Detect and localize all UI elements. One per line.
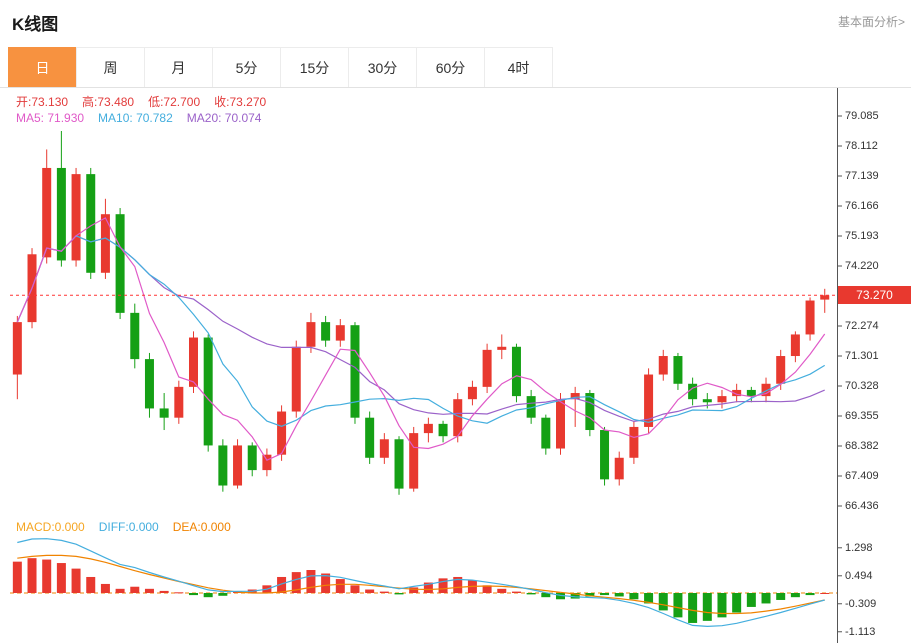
page-title: K线图 — [12, 15, 59, 34]
ohlc-close: 收:73.270 — [214, 95, 267, 109]
ma10-value: MA10: 70.782 — [98, 111, 173, 125]
ohlc-open: 开:73.130 — [16, 95, 69, 109]
ohlc-low: 低:72.700 — [148, 95, 201, 109]
y-axis — [837, 88, 842, 643]
kline-chart-canvas[interactable] — [0, 88, 911, 643]
tab-日[interactable]: 日 — [8, 47, 77, 87]
macd-legend: MACD:0.000 DIFF:0.000 DEA:0.000 — [16, 520, 245, 534]
tab-60分[interactable]: 60分 — [416, 47, 485, 87]
tab-4时[interactable]: 4时 — [484, 47, 553, 87]
ma10-line — [16, 235, 826, 427]
ohlc-legend: 开:73.130 高:73.480 低:72.700 收:73.270 — [16, 93, 280, 110]
ma-legend: MA5: 71.930 MA10: 70.782 MA20: 70.074 — [16, 111, 275, 125]
period-tab-bar: 日周月 5分 15分 30分 60分 4时 — [0, 47, 911, 88]
diff-line — [17, 538, 825, 628]
ma5-line — [16, 217, 826, 461]
candles-layer — [12, 130, 830, 495]
ma20-value: MA20: 70.074 — [186, 111, 262, 125]
tab-周[interactable]: 周 — [76, 47, 145, 87]
fundamental-analysis-link[interactable]: 基本面分析> — [837, 15, 905, 29]
macd-value: MACD:0.000 — [16, 520, 85, 534]
ohlc-high: 高:73.480 — [82, 95, 135, 109]
macd-histogram — [12, 558, 830, 623]
tab-30分[interactable]: 30分 — [348, 47, 417, 87]
dea-value: DEA:0.000 — [172, 520, 231, 534]
tab-15分[interactable]: 15分 — [280, 47, 349, 87]
diff-value: DIFF:0.000 — [98, 520, 159, 534]
current-price-tag: 73.270 — [838, 286, 911, 304]
tab-月[interactable]: 月 — [144, 47, 213, 87]
ma5-value: MA5: 71.930 — [16, 111, 85, 125]
dea-line — [17, 554, 825, 615]
tab-5分[interactable]: 5分 — [212, 47, 281, 87]
